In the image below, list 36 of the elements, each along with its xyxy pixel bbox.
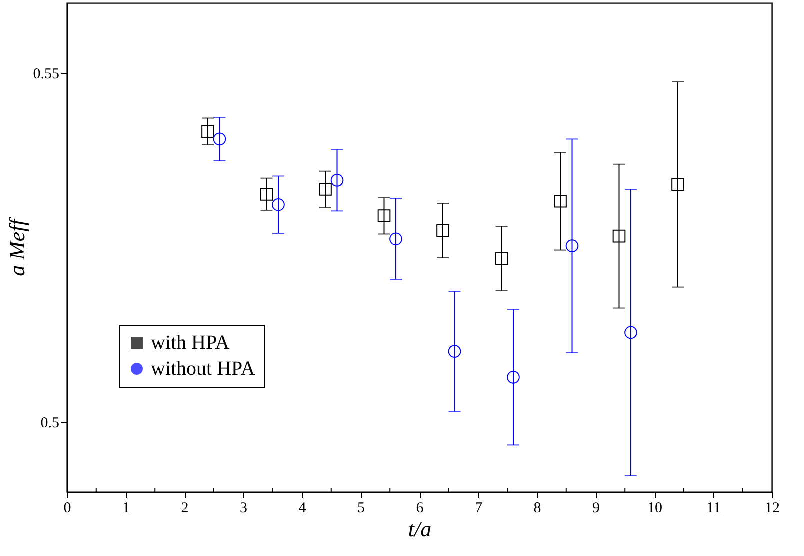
x-tick-label: 1: [122, 500, 130, 516]
point: [672, 178, 684, 192]
legend-label: without HPA: [151, 358, 256, 380]
legend-label: with HPA: [151, 332, 230, 354]
x-tick-label: 4: [298, 500, 307, 516]
x-tick-label: 7: [475, 500, 483, 516]
x-tick-label: 11: [706, 500, 721, 516]
y-tick-label: 0.55: [33, 66, 60, 82]
y-axis-title: a Meff: [4, 216, 30, 276]
point: [612, 230, 626, 243]
x-tick-label: 3: [240, 500, 248, 516]
point: [448, 345, 462, 358]
point: [554, 194, 567, 208]
point: [330, 174, 344, 187]
point: [566, 240, 579, 253]
x-tick-label: 8: [534, 500, 542, 516]
x-tick-label: 2: [181, 500, 189, 516]
x-tick-label: 0: [64, 500, 72, 516]
point: [213, 132, 226, 146]
point: [495, 252, 508, 266]
x-tick-label: 5: [358, 500, 365, 516]
x-tick-label: 6: [416, 500, 424, 516]
point: [202, 125, 214, 138]
point: [378, 210, 391, 222]
point: [507, 371, 520, 384]
x-tick-label: 9: [592, 500, 600, 516]
point: [319, 183, 332, 196]
x-axis-title: t/a: [408, 516, 432, 542]
point: [624, 326, 638, 340]
point: [272, 198, 285, 212]
point: [436, 224, 450, 238]
point: [390, 232, 402, 246]
y-tick-label: 0.5: [40, 416, 60, 432]
point: [260, 188, 274, 201]
x-tick-label: 12: [765, 500, 780, 516]
x-tick-label: 10: [648, 500, 662, 516]
